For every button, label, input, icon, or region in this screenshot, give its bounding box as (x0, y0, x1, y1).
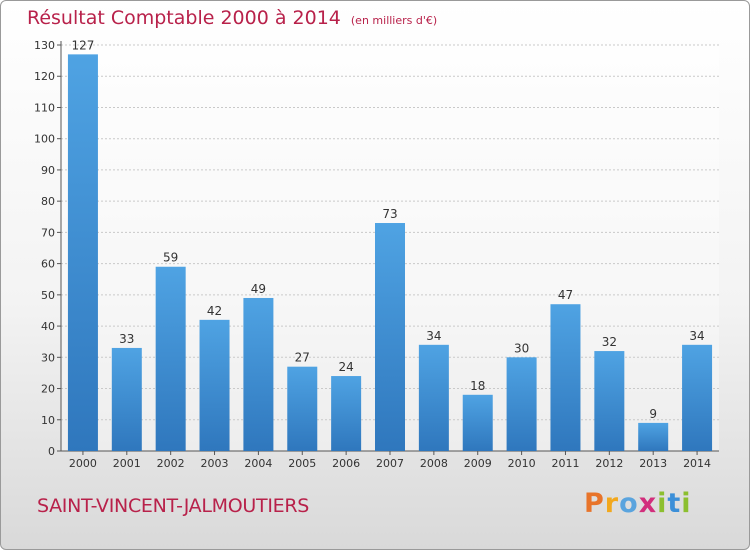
y-tick-label: 20 (41, 383, 55, 396)
bar-value-label: 34 (689, 329, 704, 343)
x-tick-label: 2000 (69, 457, 97, 470)
chart-title: Résultat Comptable 2000 à 2014 (en millie… (27, 7, 437, 29)
y-tick-label: 130 (34, 39, 55, 52)
chart-unit-label: (en milliers d'€) (350, 14, 438, 27)
bar-value-label: 42 (207, 304, 222, 318)
bar (67, 54, 98, 451)
y-tick-label: 80 (41, 195, 55, 208)
y-tick-label: 0 (48, 445, 55, 458)
logo-letter: t (667, 488, 682, 519)
bar-value-label: 49 (251, 282, 266, 296)
x-tick-label: 2008 (420, 457, 448, 470)
bar (243, 297, 274, 451)
bar-value-label: 47 (558, 288, 573, 302)
x-tick-label: 2004 (244, 457, 272, 470)
x-tick-label: 2012 (595, 457, 623, 470)
bar-value-label: 27 (295, 351, 310, 365)
x-tick-label: 2010 (508, 457, 536, 470)
bar (682, 344, 713, 451)
x-tick-label: 2002 (157, 457, 185, 470)
bar (506, 357, 537, 451)
bar-value-label: 59 (163, 251, 178, 265)
bar (375, 223, 405, 451)
logo-letter: o (619, 488, 639, 519)
x-tick-label: 2013 (639, 457, 667, 470)
bar (331, 376, 362, 451)
y-tick-label: 60 (41, 258, 55, 271)
x-tick-label: 2011 (551, 457, 579, 470)
bar (418, 344, 449, 451)
x-tick-label: 2014 (683, 457, 711, 470)
logo-letter: P (584, 488, 605, 519)
y-tick-label: 90 (41, 164, 55, 177)
bar (111, 347, 142, 451)
chart-title-text: Résultat Comptable 2000 à 2014 (27, 7, 341, 29)
y-tick-label: 100 (34, 133, 55, 146)
bar (287, 366, 318, 451)
bar (199, 319, 230, 451)
x-tick-label: 2005 (288, 457, 316, 470)
y-tick-label: 30 (41, 351, 55, 364)
bar (594, 351, 625, 451)
x-tick-label: 2003 (201, 457, 229, 470)
logo-letter: i (657, 488, 668, 519)
y-tick-label: 40 (41, 320, 55, 333)
x-tick-label: 2006 (332, 457, 360, 470)
bar (638, 422, 669, 451)
proxiti-logo: Proxiti (584, 488, 692, 519)
bar-value-label: 32 (602, 335, 617, 349)
logo-letter: x (638, 488, 658, 519)
bar-value-label: 9 (649, 407, 657, 421)
x-tick-label: 2001 (113, 457, 141, 470)
bar (550, 304, 581, 451)
bar-value-label: 24 (338, 360, 353, 374)
bar-value-label: 33 (119, 332, 134, 346)
x-tick-label: 2009 (464, 457, 492, 470)
bar-value-label: 18 (470, 379, 485, 393)
y-tick-label: 70 (41, 226, 55, 239)
y-tick-label: 110 (34, 101, 55, 114)
city-name: SAINT-VINCENT-JALMOUTIERS (37, 495, 309, 517)
y-tick-label: 50 (41, 289, 55, 302)
bar-value-label: 127 (71, 38, 94, 52)
bar (155, 266, 186, 451)
y-tick-label: 120 (34, 70, 55, 83)
bar (462, 394, 493, 451)
y-tick-label: 10 (41, 414, 55, 427)
bar-value-label: 73 (382, 207, 397, 221)
x-tick-label: 2007 (376, 457, 404, 470)
bar-value-label: 30 (514, 341, 529, 355)
bar-value-label: 34 (426, 329, 441, 343)
logo-letter: r (604, 488, 620, 519)
logo-letter: i (681, 488, 692, 519)
